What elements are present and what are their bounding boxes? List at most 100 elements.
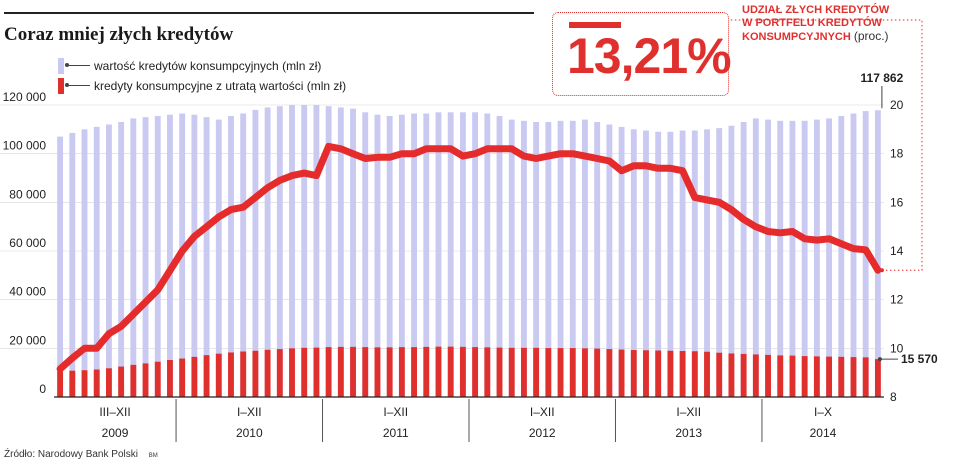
- total-bar: [838, 115, 845, 397]
- share-point: [535, 157, 537, 160]
- left-tick-label: 80 000: [9, 187, 46, 201]
- total-bar: [484, 113, 491, 398]
- bad-bar: [435, 346, 442, 397]
- share-point: [425, 148, 428, 150]
- bad-bar: [386, 347, 393, 397]
- callout-caption-line: KONSUMPCYJNYCH (proc.): [742, 30, 962, 44]
- bad-bar: [728, 353, 735, 397]
- bad-bar: [179, 358, 186, 397]
- total-bar: [606, 124, 613, 397]
- share-point: [742, 218, 745, 221]
- bad-bar: [81, 370, 88, 397]
- bad-bar: [69, 370, 76, 397]
- total-bar: [325, 106, 332, 397]
- bad-bar: [337, 346, 344, 397]
- share-point: [779, 231, 782, 234]
- total-bar: [447, 112, 454, 398]
- callout-connector: [730, 19, 923, 271]
- left-tick-label: 20 000: [9, 333, 46, 347]
- share-point: [547, 155, 550, 157]
- bad-bar: [862, 357, 869, 397]
- share-point: [413, 152, 415, 155]
- share-point: [388, 156, 391, 159]
- period-year: 2009: [102, 426, 129, 440]
- total-bar: [337, 107, 344, 397]
- share-point: [132, 313, 135, 316]
- bad-bar: [130, 364, 137, 397]
- share-point: [95, 347, 98, 350]
- share-point: [828, 238, 830, 240]
- total-bar: [691, 130, 698, 398]
- bad-bar: [276, 349, 283, 397]
- bad-bar: [655, 350, 662, 397]
- bad-bar: [93, 369, 100, 397]
- share-point: [523, 155, 525, 157]
- bad-bar: [582, 348, 588, 397]
- bad-bar: [643, 350, 649, 397]
- bad-bar: [203, 355, 210, 397]
- share-point: [266, 186, 269, 189]
- bad-bar: [765, 354, 771, 397]
- total-bar: [276, 106, 283, 397]
- total-bar: [191, 114, 198, 397]
- bad-bar: [777, 355, 784, 397]
- bad-bar: [838, 356, 845, 397]
- callout-caption-line-text: KONSUMPCYJNYCH: [742, 31, 851, 43]
- bad-bar: [618, 349, 625, 397]
- total-bar: [533, 122, 540, 398]
- bad-bar: [57, 371, 64, 397]
- bad-bar: [325, 347, 332, 397]
- share-point: [437, 148, 440, 150]
- total-bar: [594, 122, 601, 398]
- bad-bar: [716, 352, 723, 397]
- total-bar: [350, 108, 356, 398]
- period-year: 2012: [529, 426, 556, 440]
- total-bar: [411, 113, 418, 398]
- total-bar: [557, 120, 564, 398]
- share-point: [632, 165, 635, 167]
- share-point: [315, 174, 318, 177]
- bad-bar: [569, 348, 576, 397]
- callout-connector-dot: [879, 268, 884, 273]
- total-bar: [313, 105, 320, 397]
- bad-bar: [704, 351, 710, 397]
- total-bar: [874, 110, 881, 398]
- share-point: [840, 242, 843, 245]
- left-tick-label: 40 000: [9, 285, 46, 299]
- share-point: [559, 152, 562, 155]
- left-tick-label: 120 000: [3, 90, 47, 104]
- bad-bar: [484, 347, 491, 397]
- share-point: [327, 145, 330, 148]
- bad-bar: [167, 360, 173, 397]
- callout-caption: UDZIAŁ ZŁYCH KREDYTÓW W PORTFELU KREDYTÓ…: [742, 4, 962, 44]
- total-bar: [496, 115, 503, 397]
- legend-pointer-icon: [65, 83, 90, 87]
- bad-bar: [350, 346, 356, 397]
- share-point: [217, 216, 220, 218]
- share-point: [681, 169, 684, 172]
- total-bar: [826, 118, 833, 397]
- total-bar: [105, 124, 112, 397]
- callout-caption-unit: (proc.): [853, 29, 889, 43]
- total-bar: [142, 117, 149, 398]
- total-bar: [203, 117, 210, 398]
- source-note: Źródło: Narodowy Bank Polski BM: [4, 449, 158, 460]
- share-point: [755, 225, 757, 228]
- total-bar: [252, 109, 259, 397]
- left-tick-label: 100 000: [3, 139, 47, 153]
- bad-bar: [289, 348, 295, 397]
- bad-bar: [496, 347, 503, 397]
- total-bar: [569, 120, 576, 398]
- total-bar: [81, 129, 88, 398]
- total-bar: [386, 115, 393, 397]
- title-rule: [4, 12, 534, 14]
- share-point: [767, 230, 769, 233]
- share-point: [181, 250, 183, 252]
- share-point: [169, 269, 171, 272]
- legend-label-bad: kredyty konsumpcyjne z utratą wartości (…: [94, 79, 347, 93]
- legend-pointer-icon: [65, 63, 90, 67]
- share-point: [596, 157, 598, 160]
- period-label: I–XII: [530, 405, 555, 419]
- callout-caption-line: UDZIAŁ ZŁYCH KREDYTÓW: [742, 4, 890, 16]
